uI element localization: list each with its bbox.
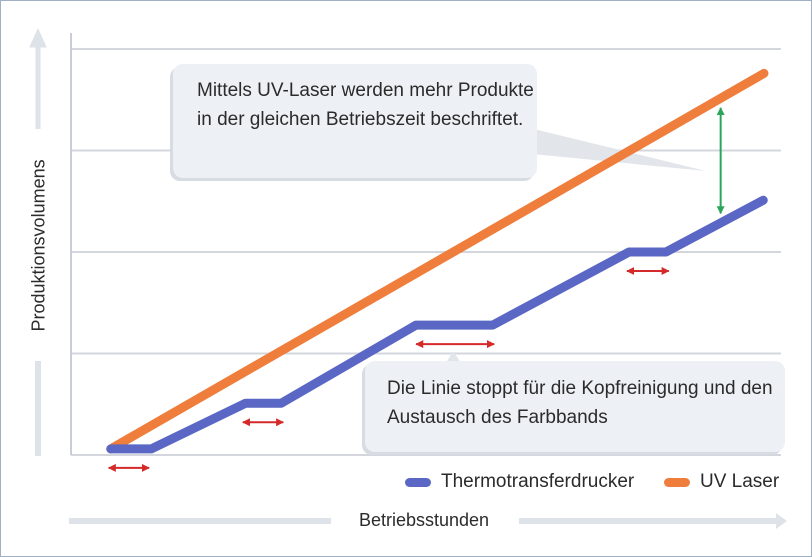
legend-label-uv: UV Laser bbox=[700, 471, 780, 492]
legend-label-thermo: Thermotransferdrucker bbox=[441, 471, 635, 492]
callout-1-tail bbox=[501, 121, 706, 171]
series-line-thermotransferdrucker bbox=[106, 195, 768, 454]
legend-item-uv-laser: UV Laser bbox=[664, 471, 779, 493]
x-axis-arrow-left bbox=[69, 518, 331, 524]
y-axis-arrow-bottom bbox=[35, 361, 41, 456]
series-line-uv-laser bbox=[106, 68, 769, 454]
legend-swatch-uv bbox=[664, 477, 690, 487]
y-axis-label: Produktionsvolumens bbox=[28, 159, 49, 332]
x-axis-arrow-right bbox=[519, 513, 787, 529]
legend-swatch-thermo bbox=[405, 477, 431, 487]
callout-2-tail bbox=[446, 351, 461, 363]
callout-pause-text: Die Linie stoppt für die Kopfreinigung u… bbox=[387, 378, 773, 428]
x-axis-label: Betriebsstunden bbox=[358, 510, 490, 530]
callout-uv-laser-text: Mittels UV-Laser werden mehr Produkte in… bbox=[197, 80, 534, 130]
callout-pause: Die Linie stoppt für die Kopfreinigung u… bbox=[365, 361, 785, 452]
callout-uv-laser: Mittels UV-Laser werden mehr Produkte in… bbox=[173, 64, 537, 178]
y-axis-arrow-top bbox=[29, 27, 47, 129]
legend-item-thermotransferdrucker: Thermotransferdrucker bbox=[405, 471, 634, 493]
